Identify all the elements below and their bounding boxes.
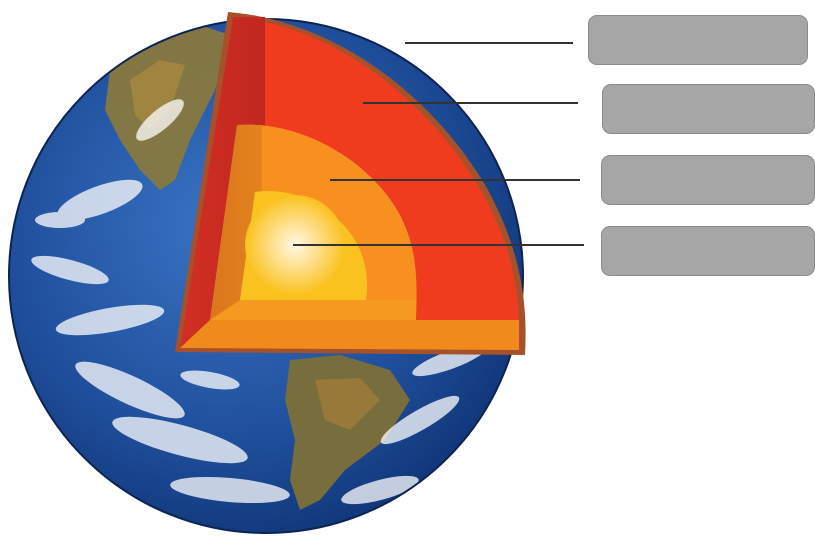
outer-core-bottom-face — [210, 300, 416, 320]
label-box-mantle[interactable] — [602, 84, 815, 134]
south-america-land — [285, 355, 410, 510]
mantle-bottom-face — [180, 320, 519, 350]
cloud-swirls — [31, 99, 488, 505]
label-box-outer-core[interactable] — [601, 155, 815, 205]
leader-lines — [293, 42, 584, 246]
label-box-crust[interactable] — [588, 15, 808, 65]
label-box-inner-core[interactable] — [601, 226, 815, 276]
cutaway-layers — [175, 12, 526, 355]
